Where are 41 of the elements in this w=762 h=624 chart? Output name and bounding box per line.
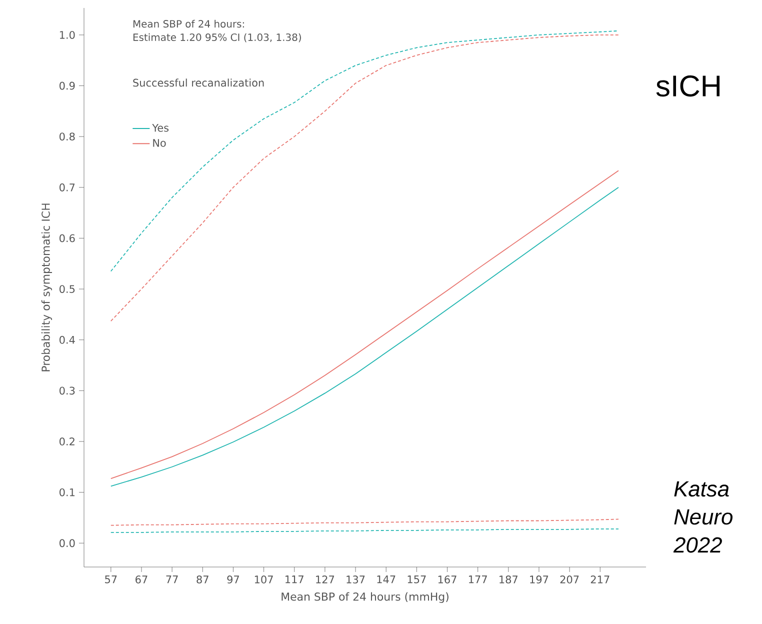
y-tick-label: 0.8 [60, 132, 75, 141]
y-tick-label: 0.1 [60, 488, 75, 496]
y-tick-label: 0.2 [60, 438, 74, 446]
x-tick-label: 107 [254, 576, 273, 584]
text: Neuro [674, 509, 733, 525]
x-tick-label: 217 [590, 576, 610, 584]
x-tick-label: 87 [196, 576, 208, 584]
annotation: Estimate 1.20 95% CI (1.03, 1.38) [133, 33, 301, 42]
legend-label: Yes [152, 124, 169, 132]
text: sICH [656, 75, 720, 97]
x-tick-label: 177 [468, 576, 487, 584]
x-tick-label: 157 [408, 576, 426, 584]
y-tick-label: 0.0 [60, 539, 75, 548]
x-tick-label: 67 [136, 576, 148, 584]
x-tick-label: 57 [105, 576, 117, 584]
line-series [110, 34, 619, 322]
x-tick-label: 137 [346, 576, 365, 584]
x-tick-label: 97 [227, 576, 239, 584]
legend-title: Successful recanalization [133, 78, 264, 87]
line-series [110, 30, 619, 272]
x-tick-label: 197 [530, 576, 548, 584]
x-tick-label: 207 [560, 576, 579, 584]
y-tick-label: 0.6 [60, 234, 75, 242]
x-tick-label: 117 [286, 576, 304, 584]
legend-label: No [153, 139, 166, 147]
y-tick-label: 0.3 [60, 386, 75, 395]
y-tick-label: 0.7 [60, 183, 75, 192]
x-tick-label: 147 [377, 576, 396, 584]
x-tick-label: 127 [316, 576, 334, 584]
text: Katsa [674, 481, 729, 497]
y-tick-label: 0.9 [60, 82, 75, 90]
annotation: Mean SBP of 24 hours: [133, 20, 244, 28]
text: 2022 [673, 537, 722, 553]
x-tick-label: 167 [438, 576, 456, 584]
x-axis-title: Mean SBP of 24 hours (mmHg) [282, 592, 448, 603]
x-tick-label: 77 [166, 576, 178, 584]
y-tick-label: 0.5 [60, 285, 75, 293]
y-tick-label: 1.0 [60, 30, 75, 39]
y-tick-label: 0.4 [60, 336, 75, 344]
y-axis-title: Probability of symptomatic ICH [41, 204, 52, 372]
x-tick-label: 187 [500, 576, 518, 584]
